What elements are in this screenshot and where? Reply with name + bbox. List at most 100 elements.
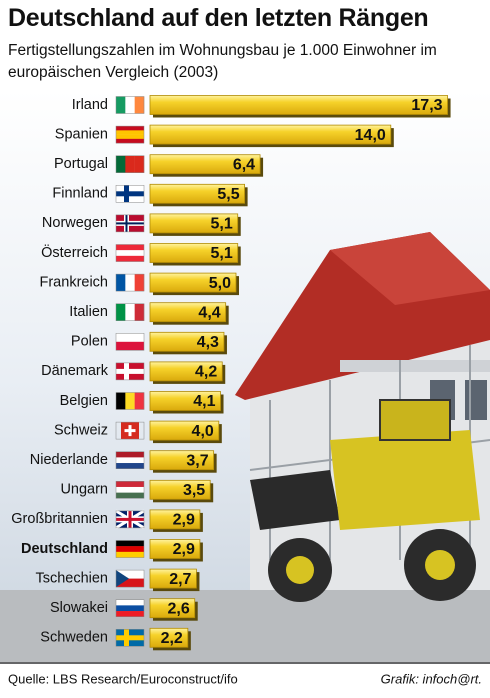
flag [115, 125, 145, 144]
flag-border [115, 185, 145, 203]
flag-border [115, 362, 145, 381]
category-label: Großbritannien [11, 511, 108, 527]
flag-part [116, 96, 126, 114]
value-label: 4,0 [192, 423, 214, 440]
value-label: 2,9 [173, 541, 195, 558]
flag-part [125, 155, 135, 173]
flag-part [116, 333, 144, 342]
bar [149, 420, 220, 441]
flag-border [115, 569, 145, 588]
bar [149, 479, 211, 500]
flag-part [116, 611, 144, 617]
flag [115, 540, 145, 558]
flag-part [116, 599, 144, 606]
flag-part [134, 274, 145, 292]
value-label: 4,1 [193, 393, 215, 410]
category-label: Belgien [60, 393, 108, 409]
flag-part [116, 222, 144, 225]
bar [149, 302, 227, 323]
category-label: Norwegen [42, 215, 108, 231]
flag-border [115, 481, 145, 499]
bar [149, 568, 197, 589]
flag-part [116, 551, 144, 558]
value-label: 4,3 [197, 334, 219, 351]
flag-border [115, 510, 145, 529]
value-label: 5,1 [210, 216, 232, 233]
flag-part [116, 486, 144, 493]
flag-border [115, 244, 145, 262]
value-label: 14,0 [355, 127, 386, 144]
bar [149, 183, 245, 204]
bar [149, 272, 237, 293]
flag-part [116, 134, 144, 140]
flag-part [116, 481, 144, 488]
flag [115, 481, 145, 499]
flag [115, 185, 145, 203]
flag [115, 569, 145, 588]
flag-part [116, 635, 144, 641]
flag [115, 333, 145, 351]
value-label: 5,0 [209, 275, 231, 292]
flag [115, 155, 145, 173]
category-label: Österreich [41, 243, 108, 261]
bar [149, 331, 225, 352]
flag [115, 273, 145, 292]
value-label: 4,2 [195, 364, 217, 381]
bar [149, 539, 201, 559]
category-label: Irland [72, 97, 108, 113]
flag [115, 392, 145, 410]
flag-part [134, 96, 145, 114]
flag-part [134, 155, 145, 173]
category-label: Niederlande [30, 452, 108, 468]
flag-border [115, 392, 145, 410]
credit: Grafik: infoch@rt. [381, 671, 482, 686]
flag-part [116, 517, 144, 521]
bar [149, 450, 215, 471]
flag-part [116, 492, 144, 499]
value-label: 2,9 [173, 512, 195, 529]
flag-part [116, 250, 144, 257]
flag-part [125, 96, 135, 114]
category-label: Italien [69, 304, 108, 320]
flag-part [116, 341, 144, 351]
flag-border [115, 303, 145, 321]
category-label: Frankreich [40, 274, 109, 290]
flag-part [116, 191, 144, 197]
flag-border [115, 273, 145, 292]
category-label: Polen [71, 334, 108, 350]
flag-part [116, 155, 126, 173]
flag-part [116, 570, 129, 588]
flag-part [125, 392, 135, 410]
bar [149, 124, 392, 145]
flag [115, 629, 145, 647]
flag-part [116, 578, 144, 588]
flag-part [116, 274, 126, 292]
footer-bg [0, 664, 490, 698]
flag [115, 362, 145, 381]
chart-title: Deutschland auf den letzten Rängen [8, 4, 429, 32]
flag-part [134, 392, 145, 410]
flag-part [116, 392, 126, 410]
value-label: 3,5 [183, 482, 205, 499]
bar [149, 598, 196, 619]
flag-part [116, 546, 144, 553]
value-label: 6,4 [233, 156, 255, 173]
category-label: Spanien [55, 126, 108, 142]
category-label: Dänemark [41, 363, 109, 379]
category-label: Ungarn [60, 482, 108, 498]
flag [115, 599, 145, 617]
bar [149, 213, 239, 234]
flag [115, 451, 145, 469]
flag-part [116, 605, 144, 612]
category-label: Schweiz [54, 422, 108, 438]
bar [149, 627, 189, 648]
flag-border [115, 333, 145, 351]
flag-part [116, 244, 144, 251]
flag-part [116, 570, 144, 579]
flag-border [115, 421, 145, 440]
category-label: Portugal [54, 156, 108, 172]
value-label: 4,4 [198, 304, 220, 321]
flag-border [115, 125, 145, 144]
bar [149, 361, 223, 382]
